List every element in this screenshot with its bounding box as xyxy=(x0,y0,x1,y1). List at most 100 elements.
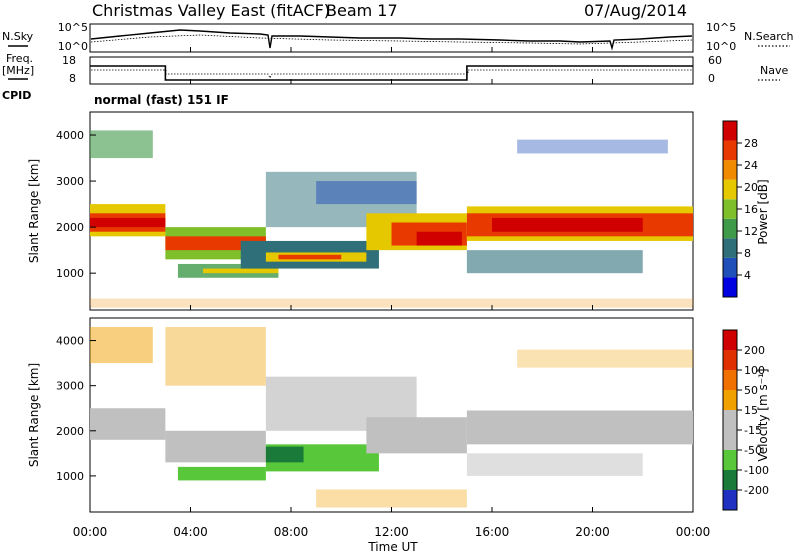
power-colorbar-swatch-1 xyxy=(723,257,737,278)
velocity-colorbar-tick-label-4: -15 xyxy=(744,424,762,437)
x-tick-label-0: 00:00 xyxy=(73,525,108,539)
power-colorbar-tick-label-4: 12 xyxy=(744,225,758,238)
cpid-text: normal (fast) 151 IF xyxy=(94,93,229,107)
power-colorbar-tick-label-6: 4 xyxy=(744,269,751,282)
power-colorbar-tick-label-0: 28 xyxy=(744,137,758,150)
nave-label: Nave xyxy=(760,64,788,77)
velocity-band-8 xyxy=(466,410,693,445)
velocity-colorbar-swatch-7 xyxy=(723,350,737,370)
nave-tick-bottom: 0 xyxy=(708,72,715,85)
x-axis-label: Time UT xyxy=(367,540,418,554)
power-colorbar-swatch-8 xyxy=(723,121,737,141)
power-ylabel: Slant Range [km] xyxy=(27,159,41,263)
velocity-band-7 xyxy=(366,417,467,454)
date-label: 07/Aug/2014 xyxy=(584,1,687,20)
power-band-10 xyxy=(278,254,342,260)
velocity-band-11 xyxy=(316,489,467,508)
velocity-colorbar-swatch-3 xyxy=(723,430,737,450)
velocity-band-1 xyxy=(90,327,153,364)
noise-panel: 10^5 10^0 10^5 10^0 xyxy=(58,21,736,53)
x-tick-label-4: 16:00 xyxy=(475,525,510,539)
velocity-colorbar-swatch-4 xyxy=(723,410,737,430)
nsearch-tick-top: 10^5 xyxy=(706,21,736,34)
x-tick-label-6: 00:00 xyxy=(676,525,711,539)
velocity-colorbar-swatch-0 xyxy=(723,490,737,510)
power-colorbar-swatch-2 xyxy=(723,238,737,258)
nave-series-line xyxy=(91,69,692,79)
cpid-label: CPID xyxy=(2,89,31,102)
velocity-ylabel: Slant Range [km] xyxy=(27,363,41,467)
nsky-series-line xyxy=(90,29,693,51)
power-band-3 xyxy=(90,130,153,159)
velocity-colorbar-swatch-2 xyxy=(723,450,737,470)
power-band-19 xyxy=(466,250,643,274)
velocity-colorbar-tick-label-1: 100 xyxy=(744,364,765,377)
nsearch-tick-bottom: 10^0 xyxy=(706,40,736,53)
power-colorbar-swatch-4 xyxy=(723,199,737,219)
velocity-colorbar-tick-label-7: -200 xyxy=(744,484,769,497)
x-tick-label-5: 20:00 xyxy=(575,525,610,539)
x-tick-label-1: 04:00 xyxy=(173,525,208,539)
power-colorbar-tick-label-1: 24 xyxy=(744,159,758,172)
freq-tick-top: 18 xyxy=(62,54,76,67)
power-band-7 xyxy=(203,268,279,274)
nsky-tick-top: 10^5 xyxy=(58,21,88,34)
power-colorbar-swatch-6 xyxy=(723,160,737,180)
velocity-ytick-label-3: 4000 xyxy=(56,335,84,348)
velocity-panel: 1000 2000 3000 4000 Slant Range [km] xyxy=(27,317,694,513)
power-colorbar-swatch-5 xyxy=(723,179,737,200)
power-colorbar-label: Power [dB] xyxy=(756,179,770,244)
velocity-colorbar-swatch-1 xyxy=(723,470,737,490)
nsky-label: N.Sky xyxy=(2,30,34,43)
site-title: Christmas Valley East (fitACF) xyxy=(92,1,330,20)
nave-tick-top: 60 xyxy=(708,54,722,67)
power-colorbar-swatch-7 xyxy=(723,140,737,161)
power-colorbar: 28 24 20 16 12 8 4 Power [dB] xyxy=(722,120,770,298)
velocity-band-3 xyxy=(177,466,266,481)
power-band-12 xyxy=(316,181,417,205)
velocity-colorbar-frame xyxy=(722,329,738,511)
velocity-colorbar-tick-label-0: 200 xyxy=(744,344,765,357)
power-colorbar-tick-label-3: 16 xyxy=(744,203,758,216)
freq-series-line xyxy=(90,65,693,81)
power-ytick-label-2: 3000 xyxy=(56,175,84,188)
velocity-colorbar-swatch-5 xyxy=(723,390,737,410)
freq-panel: 18 8 60 0 xyxy=(62,54,722,85)
power-ytick-label-3: 4000 xyxy=(56,129,84,142)
power-band-2 xyxy=(90,217,166,228)
velocity-band-2 xyxy=(165,430,266,463)
x-axis: 00:00 04:00 08:00 12:00 16:00 20:00 00:00 xyxy=(73,47,711,539)
velocity-colorbar-tick-label-6: -100 xyxy=(744,464,769,477)
velocity-colorbar-tick-label-3: 15 xyxy=(744,404,758,417)
velocity-band-10 xyxy=(165,327,266,386)
power-colorbar-swatch-0 xyxy=(723,277,737,297)
velocity-colorbar-tick-label-2: 50 xyxy=(744,384,758,397)
velocity-colorbar-swatch-8 xyxy=(723,330,737,350)
velocity-band-9 xyxy=(466,453,643,476)
x-tick-label-3: 12:00 xyxy=(374,525,409,539)
velocity-colorbar-label: Velocity [m s⁻¹] xyxy=(756,368,770,461)
power-band-15 xyxy=(416,231,462,246)
velocity-ytick-label-1: 2000 xyxy=(56,425,84,438)
power-ytick-label-0: 1000 xyxy=(56,267,84,280)
power-colorbar-tick-label-5: 8 xyxy=(744,247,751,260)
power-band-18 xyxy=(492,217,643,232)
power-band-21 xyxy=(90,298,693,308)
nsearch-label: N.Search xyxy=(744,30,794,43)
velocity-band-0 xyxy=(90,408,166,440)
velocity-colorbar: 200 100 50 15 -15 -50 -100 -200 Velocity [m s⁻¹… xyxy=(722,329,770,511)
nsky-tick-bottom: 10^0 xyxy=(58,40,88,53)
velocity-colorbar-tick-label-5: -50 xyxy=(744,444,762,457)
power-ytick-label-1: 2000 xyxy=(56,221,84,234)
freq-label-2: [MHz] xyxy=(2,64,34,77)
velocity-band-5 xyxy=(265,446,304,463)
freq-tick-bottom: 8 xyxy=(69,72,76,85)
velocity-ytick-label-2: 3000 xyxy=(56,380,84,393)
freq-label-1: Freq. xyxy=(6,52,33,65)
x-tick-label-2: 08:00 xyxy=(274,525,309,539)
power-colorbar-tick-label-2: 20 xyxy=(744,181,758,194)
beam-label: Beam 17 xyxy=(326,1,398,20)
power-panel: 1000 2000 3000 4000 Slant Range [km] xyxy=(27,111,694,311)
power-colorbar-swatch-3 xyxy=(723,218,737,239)
